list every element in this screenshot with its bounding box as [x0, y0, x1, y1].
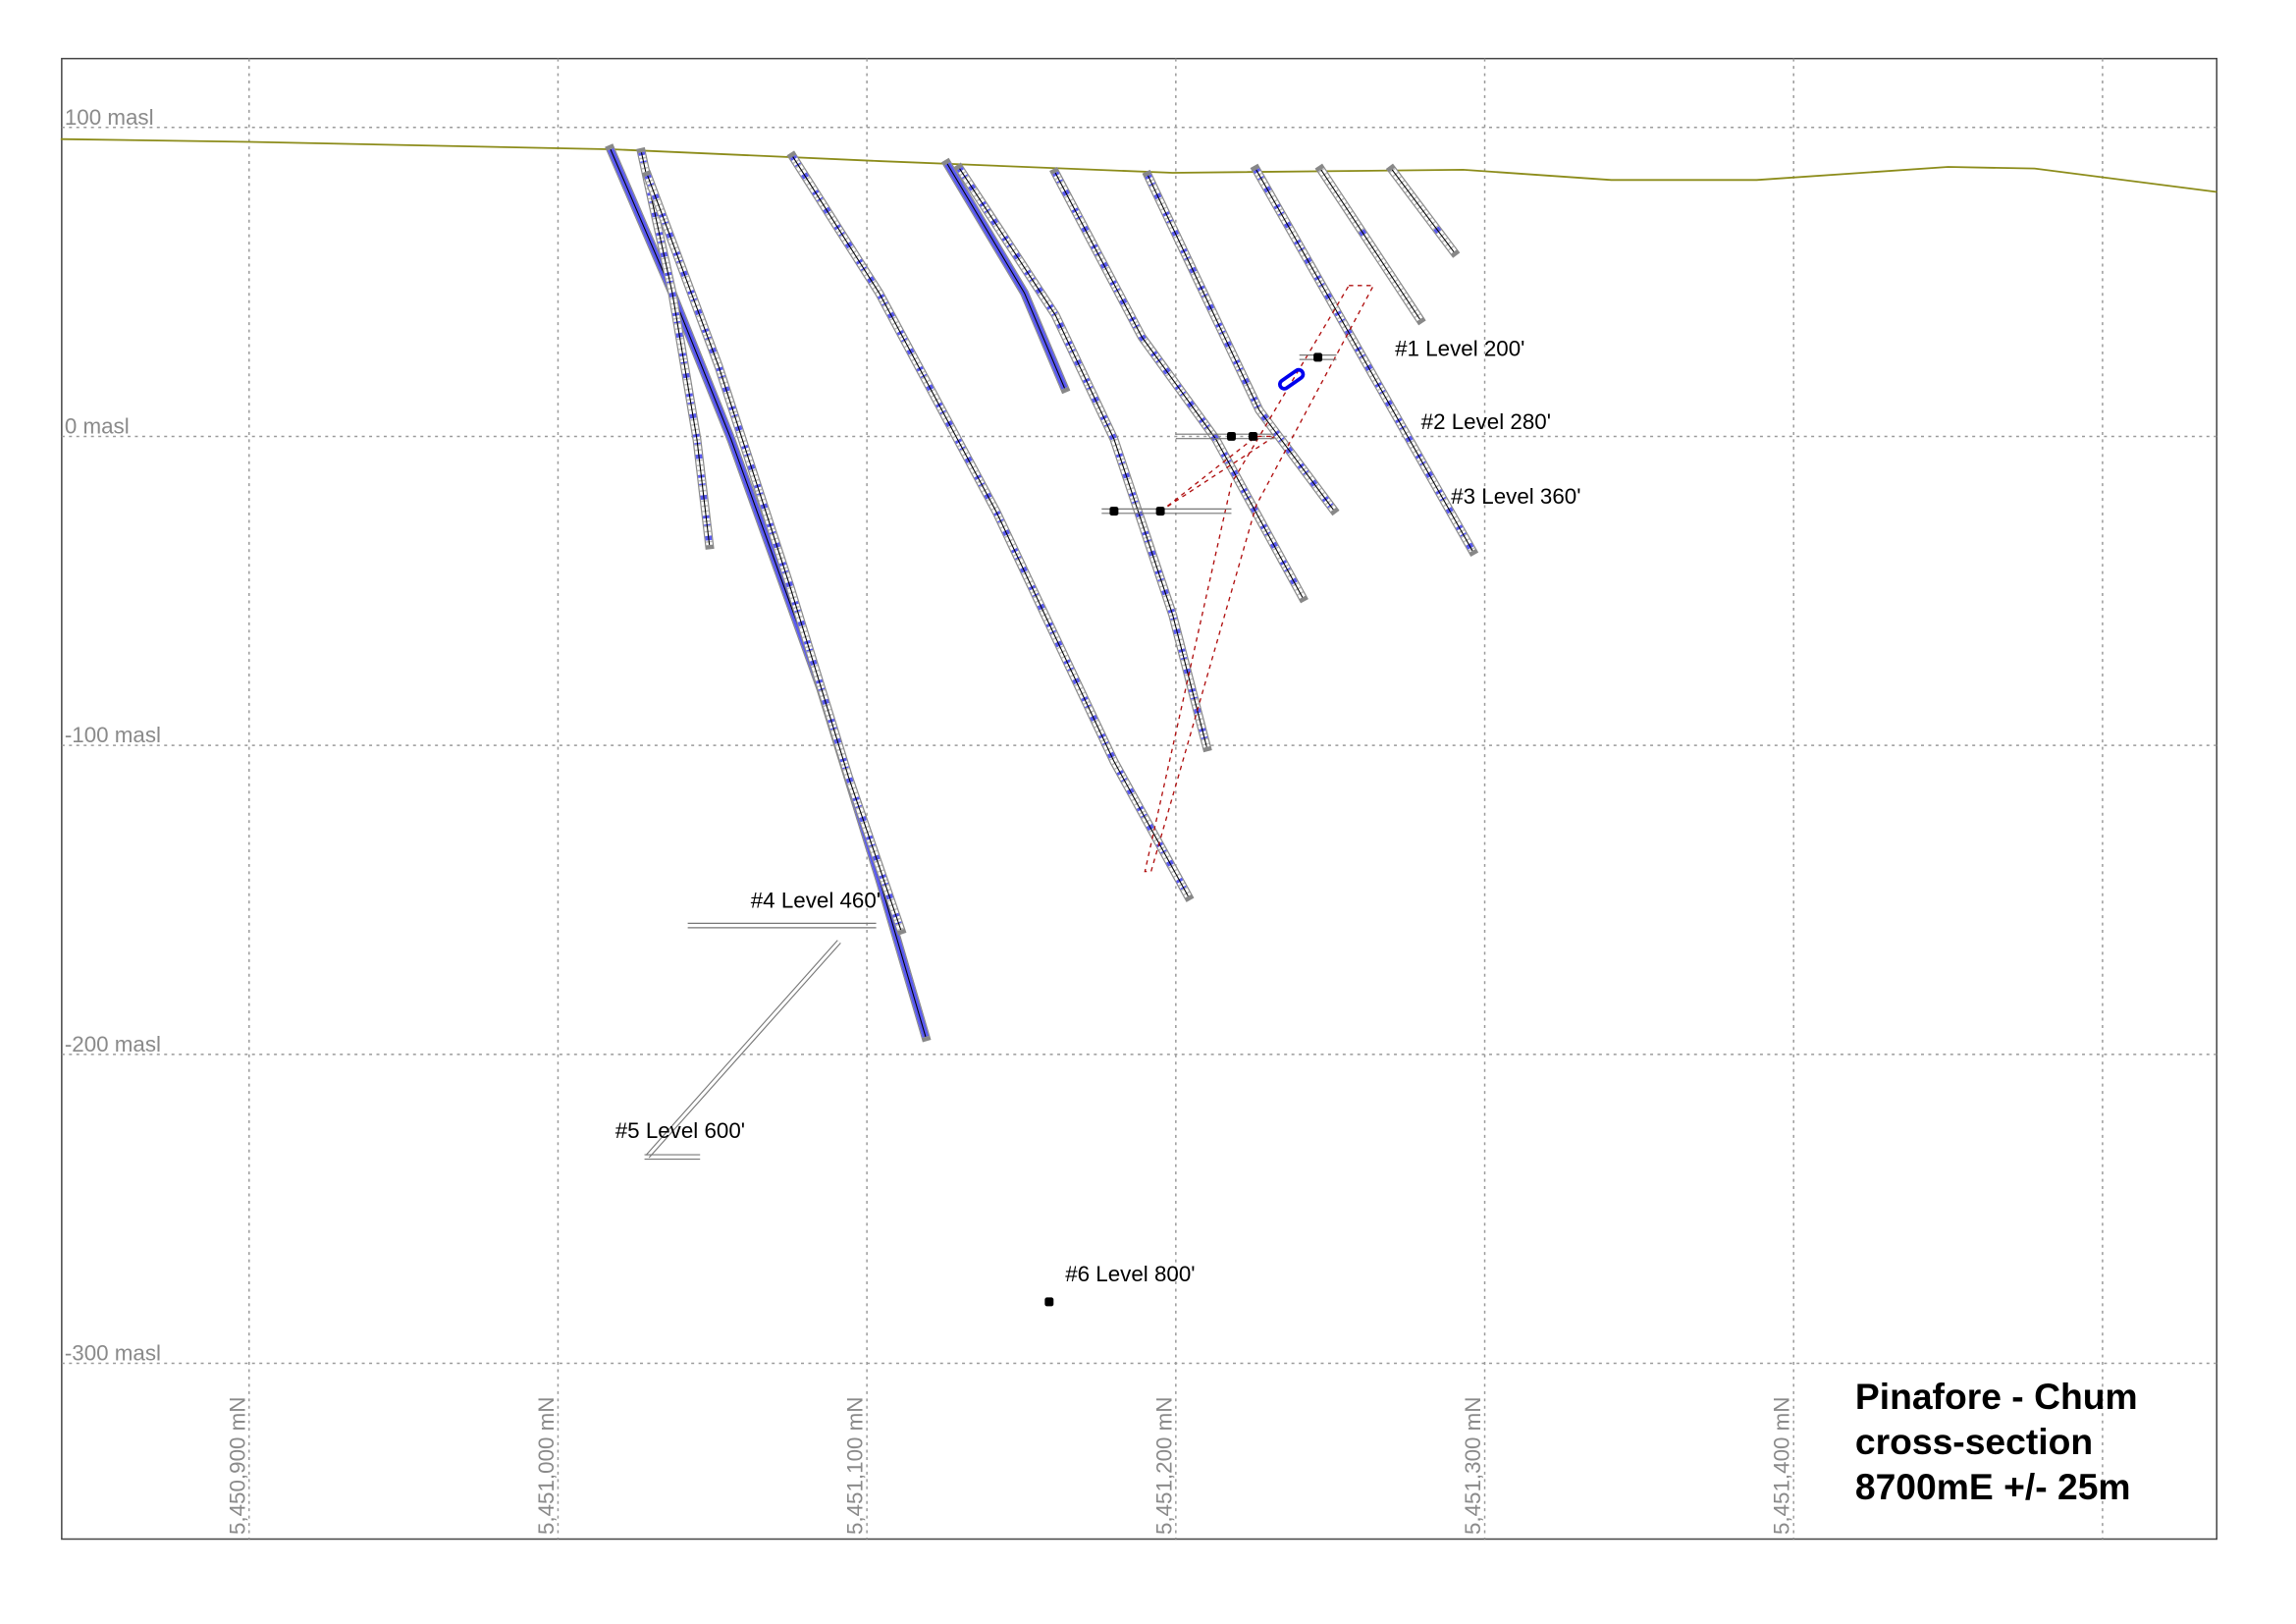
x-tick-label: 5,451,200 mN — [1151, 1397, 1176, 1535]
y-tick-label: -300 masl — [65, 1341, 161, 1366]
drill-hole-trace — [792, 156, 1189, 897]
y-tick-label: -200 masl — [65, 1032, 161, 1056]
drill-hole-trace — [1391, 169, 1455, 252]
ore-zone-outline — [1144, 285, 1375, 873]
level-label: #5 Level 600' — [615, 1118, 745, 1143]
x-tick-label: 5,451,300 mN — [1461, 1397, 1485, 1535]
ramp-fill — [646, 940, 840, 1158]
drill-hole — [641, 170, 907, 936]
level-label: #4 Level 460' — [751, 889, 881, 913]
level-station — [1313, 352, 1323, 362]
drill-hole — [636, 146, 715, 550]
drill-hole — [786, 150, 1195, 902]
y-tick-label: 100 masl — [65, 105, 154, 130]
level-station — [1109, 507, 1119, 516]
section-features — [60, 137, 2217, 1307]
x-tick-label: 5,451,400 mN — [1770, 1397, 1794, 1535]
drill-hole — [605, 143, 932, 1043]
level-station — [1227, 431, 1236, 441]
drill-hole-trace — [1320, 169, 1420, 320]
stope-shape — [1277, 367, 1306, 391]
drill-hole-trace — [1255, 169, 1473, 552]
level-label: #3 Level 360' — [1451, 484, 1580, 509]
title-line-3: 8700mE +/- 25m — [1855, 1466, 2131, 1507]
level-station — [1249, 431, 1257, 441]
mine-level — [1101, 507, 1232, 516]
drill-hole-trace — [959, 168, 1207, 747]
drill-hole-trace — [1054, 172, 1304, 598]
drill-hole-trace — [640, 152, 711, 546]
level-label: #6 Level 800' — [1065, 1262, 1195, 1286]
level-station — [1155, 507, 1165, 516]
drill-hole-trace — [946, 163, 1065, 389]
drill-hole-trace — [1148, 175, 1334, 511]
title-line-2: cross-section — [1855, 1421, 2093, 1462]
level-label: #2 Level 280' — [1421, 409, 1551, 434]
title-line-1: Pinafore - Chum — [1855, 1376, 2138, 1417]
x-tick-label: 5,451,000 mN — [534, 1397, 559, 1535]
drill-hole — [1314, 163, 1426, 326]
ore-zone-outline — [1159, 435, 1277, 513]
drill-hole — [940, 157, 1071, 395]
drill-hole — [1049, 166, 1308, 604]
drill-hole — [1142, 169, 1340, 516]
topography-line — [60, 137, 2217, 193]
x-tick-label: 5,451,100 mN — [843, 1397, 868, 1535]
grid — [61, 58, 2217, 1540]
mine-level — [1299, 352, 1337, 362]
level-station — [1044, 1297, 1054, 1307]
mine-level — [687, 922, 877, 929]
title-block: Pinafore - Chum cross-section 8700mE +/-… — [1855, 1376, 2138, 1507]
y-tick-label: -100 masl — [65, 723, 161, 747]
drill-hole-trace — [647, 175, 902, 931]
drill-hole — [1250, 163, 1479, 558]
labels: 5,450,900 mN 5,451,000 mN 5,451,100 mN 5,45… — [65, 105, 1794, 1535]
drill-hole — [1385, 163, 1461, 258]
y-tick-label: 0 masl — [65, 413, 130, 438]
x-tick-label: 5,450,900 mN — [225, 1397, 249, 1535]
level-label: #1 Level 200' — [1395, 336, 1524, 360]
drill-hole — [953, 162, 1212, 753]
mine-level — [1044, 1297, 1054, 1307]
drill-hole-trace — [610, 148, 927, 1038]
mine-level — [1175, 431, 1275, 441]
mine-level — [644, 1154, 701, 1161]
